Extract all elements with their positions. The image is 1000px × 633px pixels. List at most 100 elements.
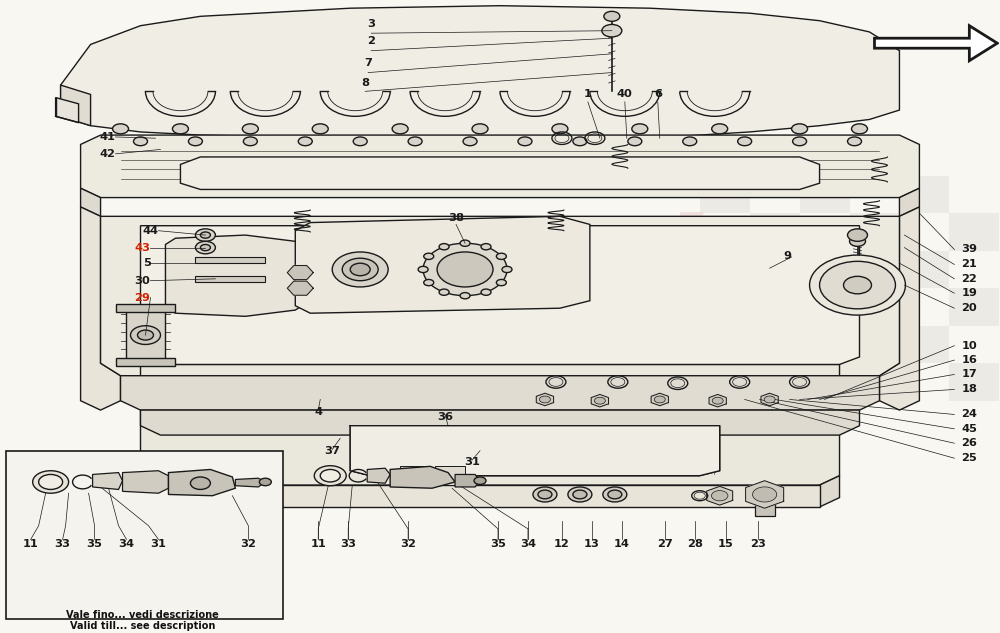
Text: 41: 41: [100, 132, 116, 142]
Text: 14: 14: [614, 539, 630, 549]
Circle shape: [608, 490, 622, 499]
Polygon shape: [101, 216, 899, 376]
Circle shape: [460, 240, 470, 246]
Circle shape: [332, 252, 388, 287]
Text: 9: 9: [784, 251, 792, 261]
Text: 36: 36: [437, 412, 453, 422]
Circle shape: [342, 258, 378, 280]
Text: 18: 18: [961, 384, 977, 394]
Text: 3: 3: [367, 19, 375, 29]
Polygon shape: [287, 281, 313, 295]
Circle shape: [594, 398, 605, 404]
Circle shape: [439, 244, 449, 250]
Circle shape: [259, 478, 271, 486]
Polygon shape: [121, 376, 879, 410]
Polygon shape: [195, 276, 265, 282]
Text: p: p: [496, 326, 544, 400]
Circle shape: [711, 491, 728, 501]
Circle shape: [603, 487, 627, 502]
Polygon shape: [81, 135, 919, 197]
Text: Valid till... see description: Valid till... see description: [70, 622, 215, 631]
Text: 15: 15: [718, 539, 734, 549]
Polygon shape: [350, 426, 720, 476]
Text: r: r: [424, 326, 456, 400]
Text: 24: 24: [961, 410, 977, 420]
Polygon shape: [949, 288, 999, 326]
Text: 16: 16: [961, 355, 977, 365]
Polygon shape: [81, 207, 121, 410]
Circle shape: [518, 137, 532, 146]
Circle shape: [242, 124, 258, 134]
Text: t: t: [745, 326, 775, 400]
Circle shape: [298, 137, 312, 146]
Text: a: a: [715, 206, 804, 333]
Polygon shape: [235, 478, 265, 487]
Polygon shape: [879, 207, 919, 410]
Polygon shape: [400, 467, 430, 485]
Text: r: r: [664, 326, 695, 400]
Polygon shape: [56, 97, 79, 123]
Text: 13: 13: [584, 539, 600, 549]
Polygon shape: [536, 393, 554, 406]
Polygon shape: [700, 176, 750, 213]
Text: r: r: [567, 212, 632, 339]
Polygon shape: [805, 137, 835, 147]
Polygon shape: [850, 288, 899, 326]
Circle shape: [320, 470, 340, 482]
Circle shape: [472, 124, 488, 134]
Polygon shape: [800, 326, 850, 363]
Text: e: e: [315, 218, 405, 346]
Text: 44: 44: [142, 226, 158, 235]
Circle shape: [496, 253, 506, 260]
Circle shape: [632, 124, 648, 134]
Text: 5: 5: [143, 258, 150, 268]
Polygon shape: [850, 213, 899, 251]
Text: 37: 37: [324, 446, 340, 456]
Polygon shape: [123, 471, 168, 493]
Text: 32: 32: [400, 539, 416, 549]
Text: 20: 20: [961, 303, 977, 313]
Text: Vale fino... vedi descrizione: Vale fino... vedi descrizione: [66, 610, 219, 620]
Polygon shape: [555, 137, 585, 147]
Text: 38: 38: [448, 213, 464, 223]
Text: 43: 43: [134, 242, 150, 253]
Polygon shape: [755, 494, 775, 517]
Circle shape: [437, 252, 493, 287]
Polygon shape: [141, 410, 860, 435]
Text: 40: 40: [617, 89, 633, 99]
Circle shape: [418, 266, 428, 273]
Text: 34: 34: [119, 539, 135, 549]
Circle shape: [712, 124, 728, 134]
FancyBboxPatch shape: [6, 451, 283, 620]
Text: 1: 1: [584, 89, 592, 99]
Text: 2: 2: [367, 36, 375, 46]
Circle shape: [474, 477, 486, 484]
Text: l: l: [417, 218, 463, 346]
Circle shape: [33, 471, 69, 493]
Circle shape: [113, 124, 129, 134]
Circle shape: [200, 232, 210, 238]
Circle shape: [423, 243, 507, 296]
Text: 42: 42: [100, 149, 116, 159]
Circle shape: [188, 137, 202, 146]
Circle shape: [753, 487, 777, 502]
Polygon shape: [949, 213, 999, 251]
Circle shape: [573, 137, 587, 146]
Polygon shape: [285, 137, 315, 147]
Polygon shape: [651, 393, 668, 406]
Polygon shape: [141, 476, 160, 507]
Polygon shape: [899, 326, 949, 363]
Polygon shape: [155, 137, 185, 147]
Circle shape: [502, 266, 512, 273]
Circle shape: [439, 289, 449, 296]
Polygon shape: [81, 188, 101, 216]
Polygon shape: [160, 485, 820, 507]
Text: 32: 32: [240, 539, 256, 549]
Text: s: s: [241, 218, 320, 346]
Circle shape: [496, 279, 506, 285]
Text: 21: 21: [961, 260, 977, 270]
Polygon shape: [850, 363, 899, 401]
Polygon shape: [435, 467, 465, 485]
Polygon shape: [750, 288, 800, 326]
Circle shape: [793, 137, 807, 146]
